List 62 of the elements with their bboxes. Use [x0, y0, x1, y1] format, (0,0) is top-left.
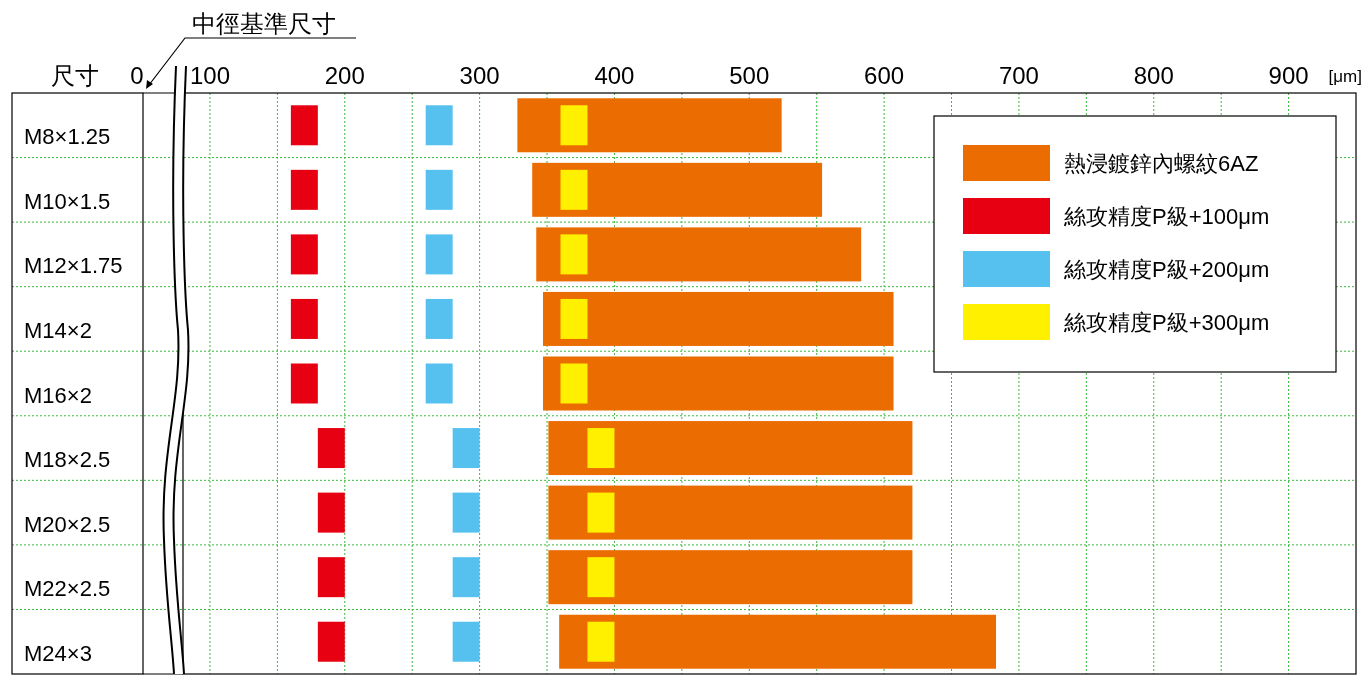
bar	[290, 298, 318, 339]
bar	[542, 291, 894, 346]
bar	[548, 485, 913, 540]
y-tick-label: M10×1.5	[24, 188, 111, 214]
y-tick-label: M16×2	[24, 382, 92, 408]
bar	[587, 428, 615, 469]
legend-label: 絲攻精度P級+200μm	[1063, 257, 1270, 282]
bar	[560, 298, 588, 339]
bar	[587, 557, 615, 598]
bar	[452, 557, 480, 598]
bar	[317, 428, 345, 469]
bar	[560, 363, 588, 404]
bar	[317, 621, 345, 662]
x-tick-label: 800	[1133, 62, 1174, 89]
text: 0	[130, 62, 144, 89]
bar	[452, 492, 480, 533]
bar	[452, 621, 480, 662]
bar	[559, 614, 997, 669]
x-tick-label: 700	[998, 62, 1039, 89]
bar	[425, 105, 453, 146]
text: 中徑基準尺寸	[192, 10, 336, 37]
bar	[587, 492, 615, 533]
bar	[548, 421, 913, 476]
bar	[317, 492, 345, 533]
bar	[425, 234, 453, 275]
y-tick-label: M24×3	[24, 640, 92, 666]
bar	[425, 169, 453, 210]
bar	[517, 98, 782, 153]
x-tick-label: 200	[324, 62, 365, 89]
x-tick-label: 300	[459, 62, 500, 89]
bar	[452, 428, 480, 469]
y-tick-label: M14×2	[24, 317, 92, 343]
bar	[542, 356, 894, 411]
bar	[587, 621, 615, 662]
legend-label: 熱浸鍍鋅內螺紋6AZ	[1064, 151, 1259, 176]
x-axis-title: [μm]	[1328, 67, 1362, 86]
bar	[317, 557, 345, 598]
bar	[425, 363, 453, 404]
bar	[560, 169, 588, 210]
bar	[560, 105, 588, 146]
bar	[290, 105, 318, 146]
bar	[548, 550, 913, 605]
bar	[532, 162, 823, 217]
x-tick-label: 900	[1268, 62, 1309, 89]
y-tick-label: M8×1.25	[24, 124, 111, 150]
bar	[290, 234, 318, 275]
y-tick-label: M18×2.5	[24, 447, 111, 473]
x-tick-label: 500	[729, 62, 770, 89]
bar	[536, 227, 862, 282]
y-axis-title: 尺寸	[51, 62, 99, 89]
bar	[290, 169, 318, 210]
legend-label: 絲攻精度P級+100μm	[1063, 204, 1270, 229]
y-tick-label: M20×2.5	[24, 511, 111, 537]
bar	[290, 363, 318, 404]
bar	[560, 234, 588, 275]
y-tick-label: M12×1.75	[24, 253, 123, 279]
bar	[425, 298, 453, 339]
x-tick-label: 600	[864, 62, 905, 89]
x-tick-label: 100	[189, 62, 230, 89]
legend-label: 絲攻精度P級+300μm	[1063, 310, 1270, 335]
x-tick-label: 400	[594, 62, 635, 89]
y-tick-label: M22×2.5	[24, 576, 111, 602]
